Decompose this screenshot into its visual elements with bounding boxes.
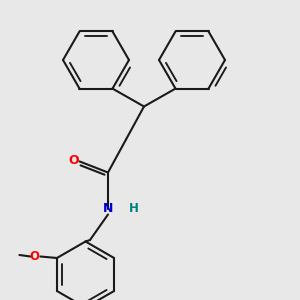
- Text: N: N: [103, 202, 113, 215]
- Text: O: O: [69, 154, 80, 167]
- Text: O: O: [29, 250, 39, 263]
- Text: H: H: [129, 202, 138, 215]
